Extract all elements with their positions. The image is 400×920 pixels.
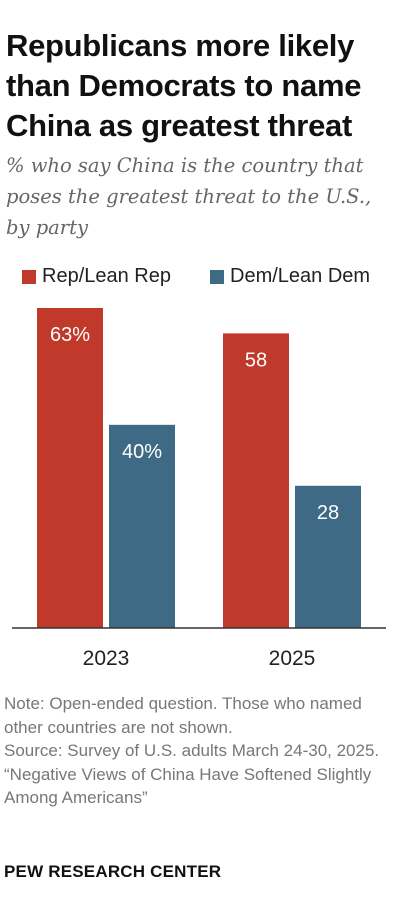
notes: Note: Open-ended question. Those who nam…: [4, 692, 396, 810]
source-text: Source: Survey of U.S. adults March 24-3…: [4, 741, 380, 760]
chart-title: Republicans more likely than Democrats t…: [6, 28, 362, 143]
bar-chart: 63% 40% 2023 58 28 2025: [12, 308, 386, 670]
legend: Rep/Lean Rep Dem/Lean Dem: [22, 265, 400, 295]
bar-dem-2025: [295, 485, 361, 628]
x-tick-label-2023: 2023: [83, 647, 130, 670]
legend-label-rep: Rep/Lean Rep: [42, 265, 171, 287]
chart-subtitle: % who say China is the country that pose…: [6, 154, 372, 239]
bar-rep-2025: [223, 333, 289, 628]
data-label-dem-2025: 28: [317, 502, 339, 524]
data-label-dem-2023: 40%: [122, 441, 162, 463]
bar-dem-2023: [109, 424, 175, 628]
legend-item-dem: Dem/Lean Dem: [210, 265, 370, 288]
legend-swatch-rep: [22, 269, 36, 284]
legend-swatch-dem: [210, 269, 224, 284]
report-title: “Negative Views of China Have Softened S…: [4, 764, 372, 808]
x-tick-label-2025: 2025: [269, 647, 316, 670]
legend-item-rep: Rep/Lean Rep: [22, 265, 171, 288]
data-label-rep-2023: 63%: [50, 324, 90, 346]
pew-logo-text: PEW RESEARCH CENTER: [4, 862, 222, 881]
data-label-rep-2025: 58: [245, 349, 267, 371]
note-text: Note: Open-ended question. Those who nam…: [4, 694, 362, 737]
bar-rep-2023: [37, 308, 103, 628]
legend-label-dem: Dem/Lean Dem: [230, 265, 371, 287]
